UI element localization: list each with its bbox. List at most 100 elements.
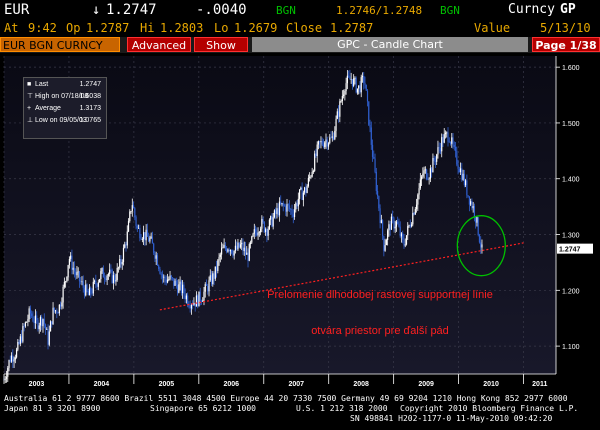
breakout-circle	[456, 215, 506, 277]
candle-body	[389, 224, 391, 230]
x-tick-label: 2008	[353, 381, 369, 388]
candle-body	[210, 275, 213, 285]
page-indicator[interactable]: Page 1/38	[532, 37, 600, 52]
candle-body	[76, 272, 78, 276]
candle-body	[111, 269, 113, 284]
candle-body	[13, 359, 15, 362]
x-tick-label: 2007	[288, 381, 304, 388]
candle-body	[395, 221, 398, 227]
low-label: Lo	[214, 21, 229, 35]
candle-body	[397, 221, 399, 224]
high-label: Hi	[140, 21, 155, 35]
candle-body	[253, 229, 255, 234]
candle-body	[66, 276, 68, 282]
candle-body	[197, 295, 199, 307]
candle-body	[353, 78, 355, 86]
candle-body	[314, 153, 316, 171]
ticker: EUR	[4, 2, 30, 18]
candle-body	[23, 326, 25, 327]
candle-body	[68, 258, 71, 266]
bid-ask-source: BGN	[440, 4, 460, 17]
candle-body	[209, 275, 211, 281]
candle-body	[93, 280, 96, 282]
candle-body	[361, 75, 364, 78]
candle-body	[335, 118, 337, 131]
candle-body	[4, 378, 6, 380]
candle-body	[405, 235, 408, 245]
y-tick-label: 1.400	[562, 177, 580, 184]
candle-body	[57, 312, 59, 314]
candle-body	[87, 291, 89, 296]
candle-body	[388, 224, 390, 231]
candle-body	[10, 355, 13, 362]
candle-body	[273, 210, 276, 218]
candle-body	[302, 192, 304, 200]
candle-body	[477, 217, 479, 236]
candle-body	[346, 75, 348, 84]
candle-body	[140, 238, 142, 240]
x-tick-label: 2006	[224, 381, 240, 388]
candle-body	[441, 137, 443, 152]
candle-body	[259, 228, 262, 233]
candle-body	[46, 329, 48, 330]
brand-suffix: GP	[560, 2, 576, 17]
candle-body	[438, 147, 440, 149]
candle-body	[295, 203, 297, 210]
candle-body	[478, 235, 481, 243]
x-tick-label: 2005	[159, 381, 175, 388]
candle-body	[92, 281, 94, 294]
candle-body	[151, 236, 154, 244]
footer-singapore: Singapore 65 6212 1000	[150, 404, 256, 413]
candle-body	[5, 376, 8, 379]
candle-body	[141, 239, 143, 240]
candle-body	[376, 190, 379, 197]
low-value: 1.2679	[234, 21, 278, 35]
candle-body	[203, 291, 205, 301]
open-label: Op	[66, 21, 81, 35]
candle-body	[451, 137, 453, 144]
candle-body	[332, 136, 335, 140]
candle-body	[340, 100, 342, 102]
candle-body	[65, 281, 67, 283]
candle-body	[114, 275, 116, 282]
candle-body	[434, 161, 437, 162]
candle-body	[426, 169, 428, 180]
candle-body	[258, 232, 260, 234]
candle-body	[53, 307, 55, 312]
candle-body	[217, 260, 219, 271]
advanced-button[interactable]: Advanced	[127, 37, 191, 52]
candle-body	[379, 208, 381, 223]
candle-body	[61, 302, 63, 307]
candles	[3, 69, 483, 384]
close-value: 1.2787	[330, 21, 374, 35]
show-button[interactable]: Show	[194, 37, 248, 52]
candle-body	[29, 308, 32, 314]
candle-body	[471, 201, 473, 209]
candle-body	[453, 145, 455, 147]
candle-body	[290, 209, 292, 210]
candle-body	[33, 321, 35, 324]
candle-body	[439, 148, 442, 152]
candle-body	[281, 203, 283, 205]
candle-body	[224, 245, 226, 249]
candle-body	[383, 236, 385, 251]
candle-body	[272, 217, 274, 227]
down-arrow-icon: ↓	[92, 2, 101, 18]
candle-body	[125, 244, 127, 246]
candle-body	[137, 227, 140, 229]
candle-body	[432, 157, 434, 173]
candle-body	[382, 220, 384, 237]
y-tick-label: 1.300	[562, 233, 580, 240]
candle-body	[392, 216, 394, 219]
chart-legend: ■ Last 1.2747 ⊤ High on 07/18/08 1.6038 …	[23, 77, 107, 139]
candle-body	[277, 208, 279, 216]
security-field[interactable]: EUR BGN CURNCY	[0, 37, 120, 52]
candle-body	[112, 275, 115, 284]
candle-body	[424, 169, 426, 171]
high-value: 1.2803	[160, 21, 204, 35]
low-marker-icon: ⊥	[27, 117, 34, 124]
candle-body	[218, 256, 220, 261]
candle-body	[163, 276, 165, 278]
candle-body	[419, 179, 421, 189]
candle-body	[194, 302, 196, 307]
